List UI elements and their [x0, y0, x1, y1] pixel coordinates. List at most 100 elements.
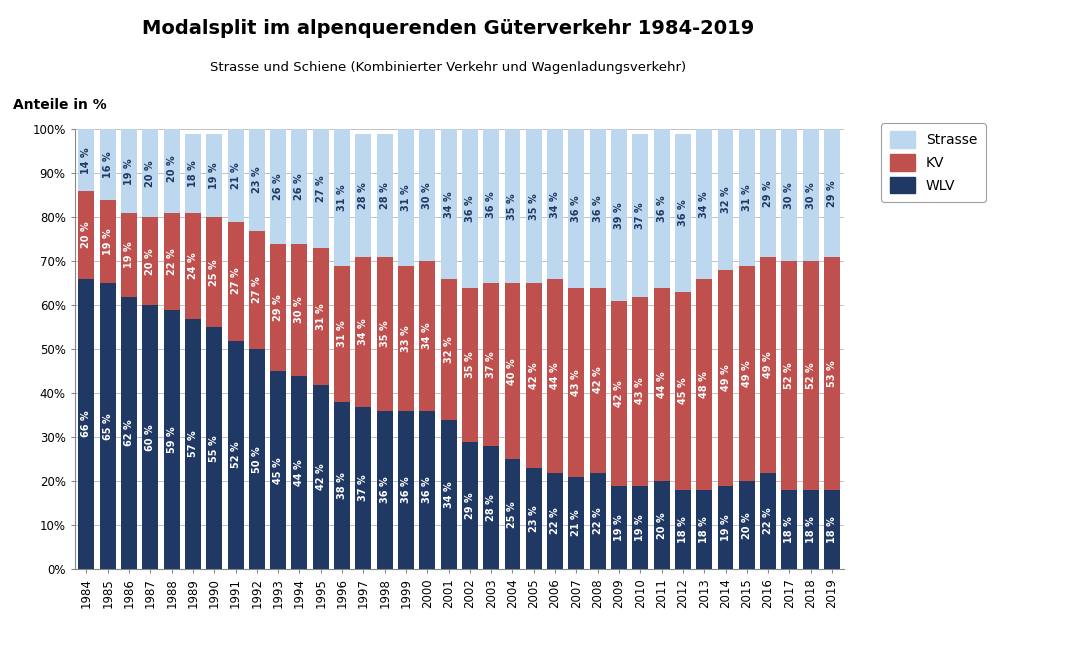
Text: 31 %: 31 %	[337, 321, 347, 347]
Bar	[356, 257, 372, 406]
Text: 14 %: 14 %	[81, 147, 92, 173]
Text: 24 %: 24 %	[188, 252, 198, 279]
Text: 19 %: 19 %	[124, 158, 135, 184]
Bar	[185, 318, 201, 569]
Bar	[121, 129, 137, 213]
Text: 22 %: 22 %	[764, 508, 773, 534]
Bar	[675, 134, 691, 292]
Legend: Strasse, KV, WLV: Strasse, KV, WLV	[881, 123, 986, 202]
Text: 18 %: 18 %	[827, 516, 837, 543]
Text: 37 %: 37 %	[486, 351, 497, 378]
Bar	[696, 129, 712, 279]
Text: 36 %: 36 %	[422, 477, 433, 503]
Text: 57 %: 57 %	[188, 431, 198, 457]
Text: 29 %: 29 %	[764, 180, 773, 206]
Bar	[270, 244, 286, 371]
Bar	[185, 134, 201, 213]
Bar	[227, 340, 244, 569]
Text: 20 %: 20 %	[81, 222, 92, 248]
Bar	[483, 125, 499, 283]
Text: 42 %: 42 %	[614, 380, 624, 407]
Text: 36 %: 36 %	[380, 477, 390, 503]
Bar	[739, 266, 755, 481]
Bar	[142, 217, 158, 305]
Bar	[803, 490, 819, 569]
Text: 19 %: 19 %	[103, 228, 113, 255]
Bar	[718, 129, 734, 270]
Text: 39 %: 39 %	[614, 202, 624, 228]
Text: 66 %: 66 %	[81, 411, 92, 437]
Text: 19 %: 19 %	[124, 241, 135, 268]
Text: 34 %: 34 %	[443, 481, 454, 508]
Text: 19 %: 19 %	[209, 162, 219, 189]
Text: 31 %: 31 %	[337, 184, 347, 211]
Text: 23 %: 23 %	[529, 505, 538, 532]
Bar	[206, 327, 222, 569]
Text: 26 %: 26 %	[273, 173, 283, 200]
Text: 36 %: 36 %	[465, 195, 475, 222]
Bar	[568, 288, 584, 477]
Text: 34 %: 34 %	[359, 318, 368, 345]
Bar	[185, 213, 201, 318]
Text: 18 %: 18 %	[784, 516, 795, 543]
Text: 42 %: 42 %	[593, 367, 602, 393]
Text: 20 %: 20 %	[167, 156, 176, 182]
Bar	[356, 134, 372, 257]
Bar	[525, 129, 541, 283]
Bar	[590, 129, 606, 288]
Bar	[99, 200, 115, 283]
Bar	[270, 371, 286, 569]
Text: 20 %: 20 %	[742, 512, 752, 539]
Bar	[632, 486, 648, 569]
Text: 28 %: 28 %	[486, 494, 497, 521]
Text: 29 %: 29 %	[827, 180, 837, 206]
Text: 19 %: 19 %	[614, 514, 624, 541]
Bar	[675, 292, 691, 490]
Bar	[206, 217, 222, 327]
Bar	[292, 244, 308, 376]
Bar	[121, 213, 137, 296]
Bar	[163, 125, 179, 213]
Text: 38 %: 38 %	[337, 472, 347, 499]
Text: 27 %: 27 %	[316, 175, 326, 202]
Text: Anteile in %: Anteile in %	[13, 98, 107, 112]
Text: 44 %: 44 %	[295, 459, 304, 486]
Bar	[590, 472, 606, 569]
Text: 35 %: 35 %	[380, 321, 390, 347]
Bar	[611, 301, 627, 486]
Text: 34 %: 34 %	[700, 191, 709, 217]
Text: 44 %: 44 %	[657, 371, 666, 398]
Text: 62 %: 62 %	[124, 420, 135, 446]
Text: 19 %: 19 %	[635, 514, 645, 541]
Bar	[760, 257, 776, 472]
Bar	[334, 402, 350, 569]
Text: 18 %: 18 %	[805, 516, 816, 543]
Bar	[718, 486, 734, 569]
Bar	[547, 129, 563, 279]
Bar	[547, 472, 563, 569]
Text: 30 %: 30 %	[295, 296, 304, 323]
Text: 45 %: 45 %	[678, 378, 688, 404]
Bar	[313, 129, 329, 248]
Bar	[78, 129, 94, 191]
Bar	[525, 468, 541, 569]
Text: 25 %: 25 %	[507, 501, 518, 528]
Text: 49 %: 49 %	[764, 351, 773, 378]
Bar	[803, 129, 819, 261]
Bar	[824, 490, 841, 569]
Text: 22 %: 22 %	[550, 508, 560, 534]
Text: 40 %: 40 %	[507, 358, 518, 385]
Text: 43 %: 43 %	[571, 369, 581, 396]
Bar	[78, 191, 94, 279]
Bar	[525, 283, 541, 468]
Bar	[356, 406, 372, 569]
Text: 19 %: 19 %	[721, 514, 731, 541]
Text: 48 %: 48 %	[700, 371, 709, 398]
Text: 29 %: 29 %	[273, 294, 283, 321]
Text: 52 %: 52 %	[805, 362, 816, 389]
Text: 22 %: 22 %	[167, 248, 176, 275]
Bar	[568, 129, 584, 288]
Bar	[78, 279, 94, 569]
Text: 42 %: 42 %	[316, 464, 326, 490]
Text: 26 %: 26 %	[295, 173, 304, 200]
